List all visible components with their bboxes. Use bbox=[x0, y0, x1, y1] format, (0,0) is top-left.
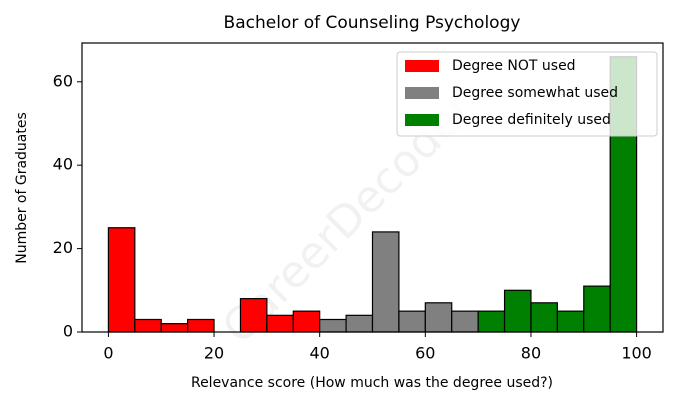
x-tick-label: 100 bbox=[621, 344, 652, 363]
legend-label: Degree NOT used bbox=[452, 58, 576, 74]
legend-label: Degree somewhat used bbox=[452, 85, 618, 101]
bar bbox=[239, 298, 268, 333]
bar bbox=[266, 314, 294, 333]
legend-swatch bbox=[405, 114, 439, 126]
chart-title: Bachelor of Counseling Psychology bbox=[224, 13, 521, 33]
plot-frame bbox=[81, 42, 664, 333]
legend-swatch bbox=[405, 87, 439, 99]
x-tick-label: 0 bbox=[103, 344, 113, 363]
legend-label: Degree definitely used bbox=[452, 112, 611, 128]
bar bbox=[160, 323, 189, 333]
bar bbox=[451, 310, 479, 333]
bar bbox=[424, 302, 453, 333]
y-tick-label: 0 bbox=[63, 322, 73, 341]
y-tick-label: 60 bbox=[53, 71, 73, 90]
bar bbox=[477, 310, 506, 333]
bar bbox=[187, 318, 215, 333]
legend bbox=[396, 51, 658, 137]
bar bbox=[319, 318, 347, 333]
x-tick-label: 60 bbox=[415, 344, 435, 363]
legend-swatch bbox=[405, 60, 439, 72]
bar bbox=[530, 302, 558, 333]
bar bbox=[556, 310, 585, 333]
y-axis-label: Number of Graduates bbox=[14, 112, 30, 264]
bar bbox=[345, 314, 374, 333]
bar bbox=[583, 285, 611, 333]
bar bbox=[292, 310, 321, 333]
bar bbox=[398, 310, 426, 333]
y-tick-label: 20 bbox=[53, 238, 73, 257]
x-tick-label: 20 bbox=[204, 344, 224, 363]
bar bbox=[134, 318, 162, 333]
bar bbox=[371, 231, 400, 333]
bar bbox=[107, 227, 136, 333]
x-axis-label: Relevance score (How much was the degree… bbox=[191, 375, 553, 391]
x-tick-label: 80 bbox=[521, 344, 541, 363]
y-tick-label: 40 bbox=[53, 155, 73, 174]
bar bbox=[503, 289, 532, 333]
x-tick-label: 40 bbox=[310, 344, 330, 363]
